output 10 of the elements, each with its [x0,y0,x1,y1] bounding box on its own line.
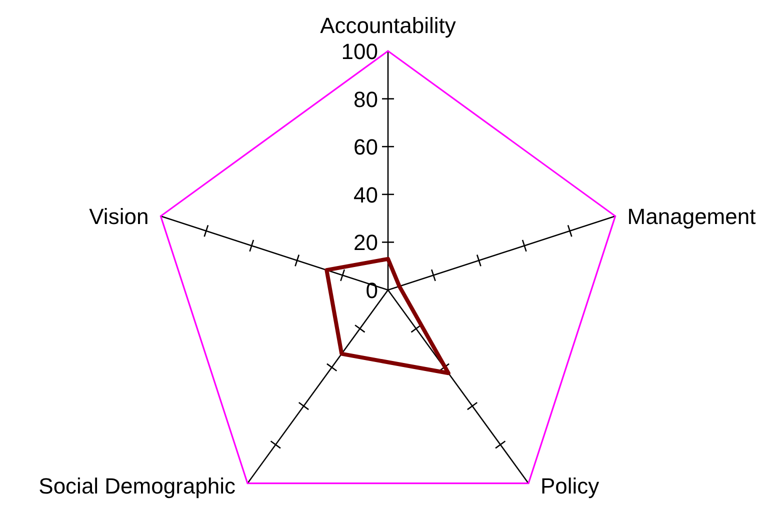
spoke-label: Vision [89,204,149,230]
y-tick-label: 20 [354,230,378,256]
y-tick-label: 80 [354,86,378,112]
spoke-label: Policy [540,473,600,498]
spoke-label: Accountability [320,13,456,38]
y-tick-label: 60 [354,134,378,160]
y-tick-label: 40 [354,182,378,208]
spoke-label: Social Demographic [38,473,236,498]
y-tick-label: 100 [341,39,378,64]
spoke-label: Management [627,204,756,230]
